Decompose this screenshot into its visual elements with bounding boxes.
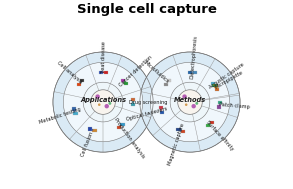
Text: Cell fusion: Cell fusion [80, 131, 94, 157]
Circle shape [180, 129, 182, 131]
Circle shape [132, 101, 134, 103]
Circle shape [124, 81, 126, 83]
Bar [217, 105, 222, 108]
Circle shape [91, 90, 115, 114]
Bar [93, 129, 97, 132]
Circle shape [120, 125, 122, 127]
Bar [124, 82, 129, 85]
Circle shape [105, 104, 109, 108]
Bar [131, 103, 135, 106]
Circle shape [74, 110, 76, 112]
Circle shape [108, 102, 111, 105]
Bar [88, 128, 92, 131]
Circle shape [185, 103, 188, 106]
Text: Cell analysis: Cell analysis [56, 60, 83, 85]
Bar [117, 126, 121, 129]
Circle shape [95, 94, 100, 99]
Circle shape [209, 123, 211, 125]
Circle shape [191, 104, 196, 108]
Bar [121, 78, 125, 81]
Text: Micropipette: Micropipette [214, 70, 244, 90]
Circle shape [53, 52, 153, 152]
Circle shape [98, 103, 100, 106]
Bar [72, 108, 76, 111]
Circle shape [195, 102, 198, 105]
Bar [120, 123, 125, 126]
Text: Production analysis: Production analysis [113, 117, 146, 160]
Text: Methods: Methods [174, 97, 206, 103]
Circle shape [192, 71, 193, 73]
Text: Dielectrophoresis: Dielectrophoresis [190, 35, 198, 79]
Bar [80, 79, 84, 82]
Text: Treat disease: Treat disease [101, 41, 107, 74]
Bar [181, 130, 185, 133]
Circle shape [63, 62, 143, 142]
Bar [131, 98, 135, 101]
Text: Microfluidics: Microfluidics [143, 60, 170, 85]
Bar [159, 106, 163, 109]
Circle shape [182, 94, 187, 99]
Bar [164, 83, 168, 86]
Circle shape [160, 109, 162, 111]
Circle shape [91, 129, 93, 131]
Bar [214, 85, 218, 88]
Circle shape [166, 82, 168, 84]
Circle shape [213, 84, 215, 86]
Circle shape [103, 71, 105, 73]
Bar [104, 71, 108, 74]
Bar [188, 71, 192, 74]
Text: Optical tweezers: Optical tweezers [126, 106, 168, 122]
Text: Cancer detection: Cancer detection [118, 55, 153, 88]
Text: Single cell capture: Single cell capture [76, 3, 217, 16]
Text: Surface affinity: Surface affinity [205, 119, 235, 151]
Bar [211, 81, 215, 84]
Bar [193, 71, 197, 74]
Circle shape [140, 52, 240, 152]
Circle shape [219, 104, 221, 106]
Bar [167, 79, 171, 82]
Bar [206, 124, 210, 127]
Text: Acoustic capture: Acoustic capture [208, 62, 245, 90]
Bar [160, 111, 164, 114]
Bar [73, 112, 78, 115]
Text: Drug screening: Drug screening [129, 100, 167, 105]
Circle shape [150, 62, 230, 142]
Text: Metabolic testing: Metabolic testing [39, 107, 82, 125]
Bar [99, 71, 103, 74]
Circle shape [83, 82, 123, 122]
Circle shape [178, 90, 202, 114]
Text: Applications: Applications [80, 97, 126, 103]
Bar [212, 84, 217, 87]
Bar [209, 121, 214, 124]
Bar [77, 83, 81, 86]
Circle shape [215, 86, 217, 88]
Circle shape [170, 82, 210, 122]
Text: Patch clamp: Patch clamp [219, 102, 250, 110]
Bar [176, 128, 180, 131]
Bar [215, 88, 219, 91]
Bar [218, 101, 222, 104]
Text: Magnetic capture: Magnetic capture [167, 123, 185, 167]
Circle shape [80, 82, 81, 84]
